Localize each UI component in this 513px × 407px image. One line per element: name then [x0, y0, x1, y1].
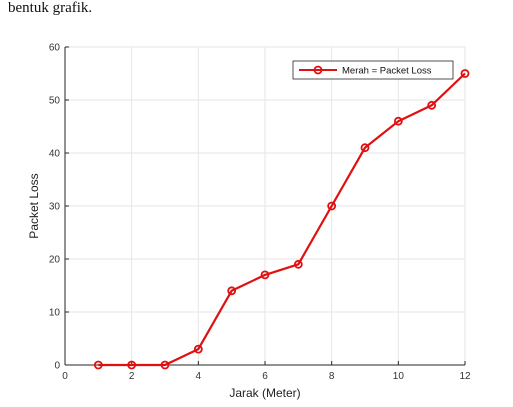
- y-tick-label: 40: [49, 149, 61, 160]
- data-point: [260, 270, 270, 280]
- y-tick-label: 50: [49, 96, 61, 107]
- x-tick-label: 6: [262, 371, 268, 382]
- data-point: [127, 360, 137, 370]
- x-tick-label: 4: [196, 371, 202, 382]
- x-tick-label: 12: [459, 371, 471, 382]
- x-tick-label: 0: [62, 371, 68, 382]
- y-tick-label: 60: [49, 43, 61, 54]
- x-tick-label: 8: [329, 371, 335, 382]
- data-point: [360, 143, 370, 153]
- tick-labels: 0 2 4 6 8 10 12 0 10 20 30 40 50 60: [49, 43, 471, 383]
- data-point: [227, 286, 237, 296]
- legend-entry: Merah = Packet Loss: [342, 66, 432, 77]
- y-tick-label: 0: [54, 361, 60, 372]
- header-text: bentuk grafik.: [8, 0, 93, 16]
- x-tick-label: 2: [129, 371, 135, 382]
- y-axis-label: Packet Loss: [27, 173, 41, 238]
- legend: Merah = Packet Loss: [292, 60, 454, 80]
- data-point: [327, 201, 337, 211]
- series: [93, 69, 470, 370]
- data-point: [93, 360, 103, 370]
- data-point: [193, 344, 203, 354]
- y-tick-label: 30: [49, 202, 61, 213]
- legend-box: [292, 60, 454, 80]
- data-point: [293, 259, 303, 269]
- y-tick-label: 20: [49, 255, 61, 266]
- legend-marker: [313, 65, 323, 75]
- series-line: [98, 72, 466, 367]
- x-axis-label: Jarak (Meter): [229, 386, 300, 400]
- data-point: [393, 116, 403, 126]
- data-point: [460, 69, 470, 78]
- x-tick-label: 10: [393, 371, 405, 382]
- data-point: [427, 100, 437, 110]
- grid: [64, 46, 466, 366]
- data-point: [160, 360, 170, 370]
- y-tick-label: 10: [49, 308, 61, 319]
